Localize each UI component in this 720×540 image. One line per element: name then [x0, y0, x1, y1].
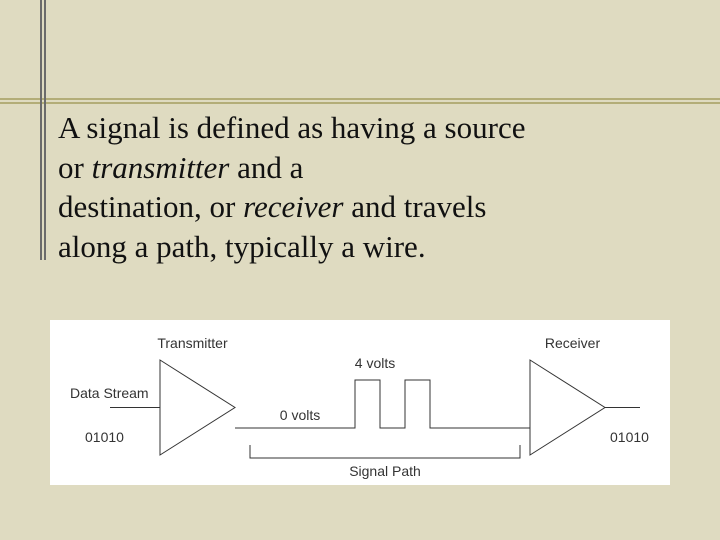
text-line2b: and a	[229, 150, 303, 185]
svg-text:Signal Path: Signal Path	[349, 463, 421, 479]
h-rule-2	[0, 102, 720, 104]
svg-text:01010: 01010	[85, 429, 124, 445]
svg-text:Receiver: Receiver	[545, 335, 601, 351]
signal-diagram: Transmitter Receiver Data Stream 01010 01010…	[50, 320, 670, 485]
body-text: A signal is defined as having a source o…	[58, 108, 668, 267]
text-line3-italic: receiver	[243, 189, 343, 224]
text-line3a: destination, or	[58, 189, 243, 224]
text-line2a: or	[58, 150, 92, 185]
text-line1: A signal is defined as having a source	[58, 110, 525, 145]
slide: A signal is defined as having a source o…	[0, 0, 720, 540]
svg-text:Data Stream: Data Stream	[70, 385, 149, 401]
text-line2-italic: transmitter	[92, 150, 230, 185]
h-rule-1	[0, 98, 720, 100]
v-rule-1	[40, 0, 42, 260]
svg-text:0 volts: 0 volts	[280, 407, 320, 423]
svg-text:Transmitter: Transmitter	[157, 335, 228, 351]
svg-text:4 volts: 4 volts	[355, 355, 395, 371]
v-rule-2	[44, 0, 46, 260]
text-line4: along a path, typically a wire.	[58, 229, 426, 264]
title-bar-bg	[0, 0, 720, 98]
svg-text:01010: 01010	[610, 429, 649, 445]
text-line3b: and travels	[344, 189, 487, 224]
